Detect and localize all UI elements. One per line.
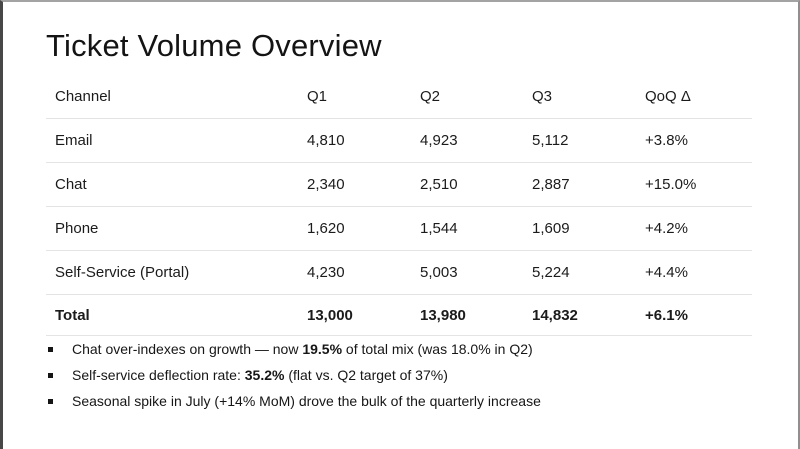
qoq-cell: +15.0% — [645, 176, 697, 193]
table-row-total: Total 13,000 13,980 14,832 +6.1% — [46, 295, 752, 336]
bullet-text-bold: 19.5% — [302, 341, 343, 357]
bullet-list: Chat over-indexes on growth — now 19.5% … — [48, 336, 798, 414]
q2-cell: 1,544 — [420, 220, 458, 237]
qoq-cell: +3.8% — [645, 132, 688, 149]
q3-cell: 2,887 — [532, 176, 570, 193]
bullet-item-deflection-rate: Self-service deflection rate: 35.2% (fla… — [48, 362, 798, 388]
col-header-qoq-delta: QoQ Δ — [645, 87, 691, 105]
col-header-q1: Q1 — [307, 87, 328, 105]
table-row-chat: Chat 2,340 2,510 2,887 +15.0% — [46, 163, 752, 207]
q1-cell: 4,230 — [307, 264, 345, 281]
channel-cell: Email — [55, 132, 93, 149]
col-header-channel: Channel — [55, 87, 111, 105]
bullet-square-icon — [48, 346, 53, 352]
bullet-text-pre: Chat over-indexes on growth — now — [72, 341, 303, 357]
page-title: Ticket Volume Overview — [46, 28, 382, 63]
q3-cell: 5,112 — [532, 132, 569, 149]
bullet-text-post: (flat vs. Q2 target of 37%) — [284, 367, 448, 383]
q3-cell: 5,224 — [532, 264, 570, 281]
col-header-q2: Q2 — [420, 87, 441, 105]
channel-cell: Total — [55, 306, 90, 324]
channel-cell: Self-Service (Portal) — [55, 264, 190, 281]
bullet-text-pre: Seasonal spike in July (+14% MoM) drove … — [72, 393, 541, 409]
table-row-email: Email 4,810 4,923 5,112 +3.8% — [46, 119, 752, 163]
channel-cell: Chat — [55, 176, 87, 193]
bullet-item-seasonal-spike: Seasonal spike in July (+14% MoM) drove … — [48, 388, 798, 414]
table-row-self-service: Self-Service (Portal) 4,230 5,003 5,224 … — [46, 251, 752, 295]
q1-cell: 2,340 — [307, 176, 345, 193]
q2-cell: 13,980 — [420, 306, 466, 324]
bullet-text-pre: Self-service deflection rate: — [72, 367, 245, 383]
qoq-cell: +4.4% — [645, 264, 688, 281]
qoq-cell: +4.2% — [645, 220, 688, 237]
bullet-text-post: of total mix (was 18.0% in Q2) — [342, 341, 533, 357]
table-header-row: Channel Q1 Q2 Q3 QoQ Δ — [46, 74, 752, 119]
q2-cell: 2,510 — [420, 176, 458, 193]
table-row-phone: Phone 1,620 1,544 1,609 +4.2% — [46, 207, 752, 251]
q1-cell: 4,810 — [307, 132, 345, 149]
col-header-q3: Q3 — [532, 87, 553, 105]
bullet-text: Chat over-indexes on growth — now 19.5% … — [72, 341, 533, 357]
qoq-cell: +6.1% — [645, 306, 688, 324]
channel-cell: Phone — [55, 220, 99, 237]
bullet-text: Seasonal spike in July (+14% MoM) drove … — [72, 393, 541, 409]
q1-cell: 1,620 — [307, 220, 345, 237]
bullet-text: Self-service deflection rate: 35.2% (fla… — [72, 367, 448, 383]
q2-cell: 4,923 — [420, 132, 458, 149]
q3-cell: 1,609 — [532, 220, 570, 237]
bullet-item-chat-growth: Chat over-indexes on growth — now 19.5% … — [48, 336, 798, 362]
bullet-square-icon — [48, 398, 53, 404]
q2-cell: 5,003 — [420, 264, 458, 281]
q3-cell: 14,832 — [532, 306, 578, 324]
bullet-text-bold: 35.2% — [244, 367, 285, 383]
q1-cell: 13,000 — [307, 306, 353, 324]
ticket-volume-table: Channel Q1 Q2 Q3 QoQ Δ Email 4,810 4,923… — [46, 74, 752, 336]
bullet-square-icon — [48, 372, 53, 378]
